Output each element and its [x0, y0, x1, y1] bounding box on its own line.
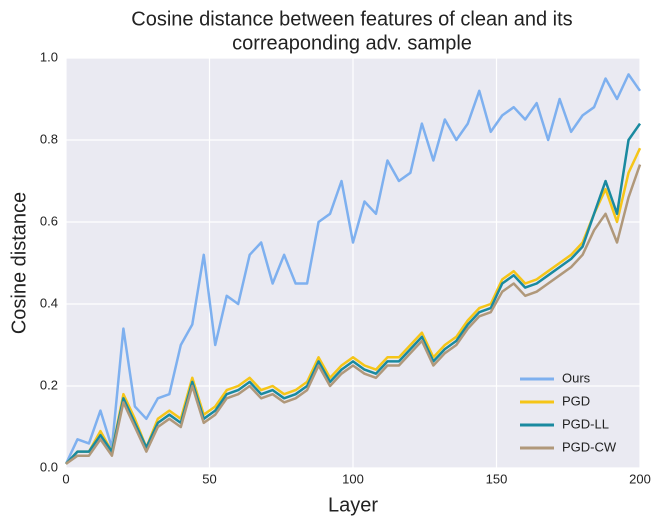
- chart-title: correaponding adv. sample: [232, 32, 472, 54]
- y-tick-label: 1.0: [40, 49, 58, 64]
- x-tick-label: 0: [62, 471, 69, 486]
- chart-title: Cosine distance between features of clea…: [131, 8, 572, 30]
- series-line: [65, 147, 642, 465]
- y-tick-label: 0.6: [40, 213, 58, 228]
- y-tick-label: 0.0: [40, 459, 58, 474]
- legend-label: PGD-LL: [562, 416, 609, 431]
- x-tick-label: 200: [629, 471, 651, 486]
- series-line: [65, 122, 642, 465]
- legend-label: PGD: [562, 393, 590, 408]
- y-axis-label: Cosine distance: [8, 192, 30, 334]
- y-tick-label: 0.8: [40, 131, 58, 146]
- legend-label: PGD-CW: [562, 439, 617, 454]
- series-line: [65, 164, 642, 465]
- y-tick-label: 0.4: [40, 295, 58, 310]
- legend-label: Ours: [562, 370, 591, 385]
- series-line: [64, 73, 642, 465]
- x-tick-label: 50: [202, 471, 216, 486]
- y-tick-label: 0.2: [40, 377, 58, 392]
- x-tick-label: 100: [342, 471, 364, 486]
- x-tick-label: 150: [486, 471, 508, 486]
- x-axis-label: Layer: [328, 494, 378, 516]
